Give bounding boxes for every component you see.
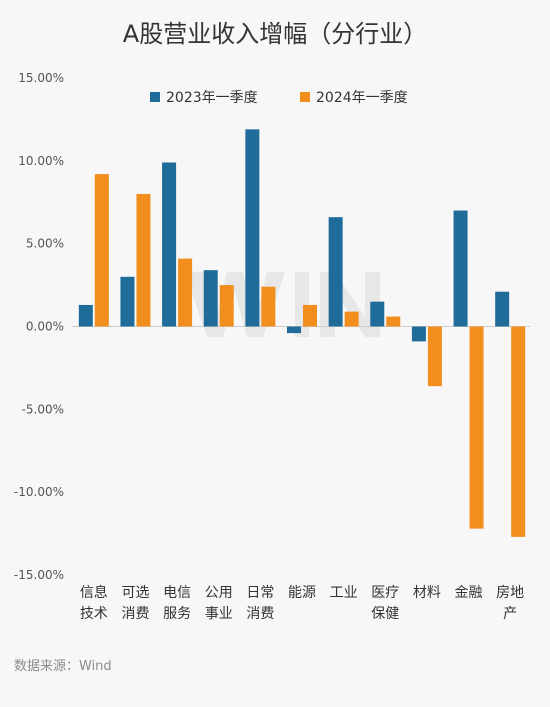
bar-s2 <box>386 316 401 327</box>
x-tick-label: 保健 <box>371 606 399 622</box>
bar-s1 <box>495 291 510 327</box>
y-tick-label: -15.00% <box>14 568 64 582</box>
bar-s1 <box>328 217 343 327</box>
y-tick-label: 0.00% <box>26 320 64 334</box>
bar-s2 <box>303 304 317 327</box>
y-tick-label: -5.00% <box>22 402 64 416</box>
x-tick-label: 日常 <box>246 585 274 601</box>
bar-s2 <box>511 326 526 537</box>
x-tick-label: 材料 <box>413 585 441 601</box>
bar-s1 <box>370 301 385 327</box>
bar-s1 <box>120 276 135 327</box>
bar-s2 <box>344 311 359 327</box>
bar-s1 <box>287 326 301 334</box>
legend-swatch <box>300 92 310 102</box>
x-tick-label: 产 <box>503 606 517 622</box>
x-tick-label: 可选 <box>121 585 149 601</box>
bar-s2 <box>94 174 109 327</box>
legend-label: 2024年一季度 <box>316 90 408 106</box>
x-tick-label: 信息 <box>80 584 108 601</box>
bar-s2 <box>136 193 151 327</box>
x-tick-label: 技术 <box>80 606 108 622</box>
x-tick-label: 公用 <box>205 585 233 601</box>
x-tick-label: 工业 <box>330 585 358 601</box>
source-note: 数据来源：Wind <box>14 659 112 674</box>
bar-s2 <box>427 326 442 387</box>
y-tick-label: 10.00% <box>18 154 64 168</box>
legend-swatch <box>150 92 160 102</box>
bar-s1 <box>162 162 177 327</box>
x-tick-label: 医疗 <box>371 585 399 601</box>
bar-s2 <box>219 285 234 327</box>
x-tick-label: 消费 <box>246 606 274 622</box>
bar-s2 <box>261 286 276 327</box>
x-tick-label: 金融 <box>455 585 483 601</box>
bar-s2 <box>178 258 193 327</box>
x-tick-label: 能源 <box>288 585 316 601</box>
y-tick-label: -10.00% <box>14 485 64 499</box>
bar-s2 <box>469 326 484 529</box>
chart-title: A股营业收入增幅（分行业） <box>122 20 428 48</box>
y-tick-label: 5.00% <box>26 237 64 251</box>
bar-s1 <box>453 210 468 327</box>
y-tick-label: 15.00% <box>18 71 64 85</box>
x-tick-label: 事业 <box>205 606 233 622</box>
bar-s1 <box>203 270 218 327</box>
bar-s1 <box>245 129 260 327</box>
x-tick-label: 消费 <box>121 606 149 622</box>
x-tick-label: 电信 <box>163 585 191 601</box>
bar-s1 <box>78 304 93 327</box>
x-tick-label: 服务 <box>163 606 191 622</box>
legend-label: 2023年一季度 <box>166 90 258 106</box>
x-tick-label: 房地 <box>496 585 524 601</box>
bar-s1 <box>411 326 426 342</box>
